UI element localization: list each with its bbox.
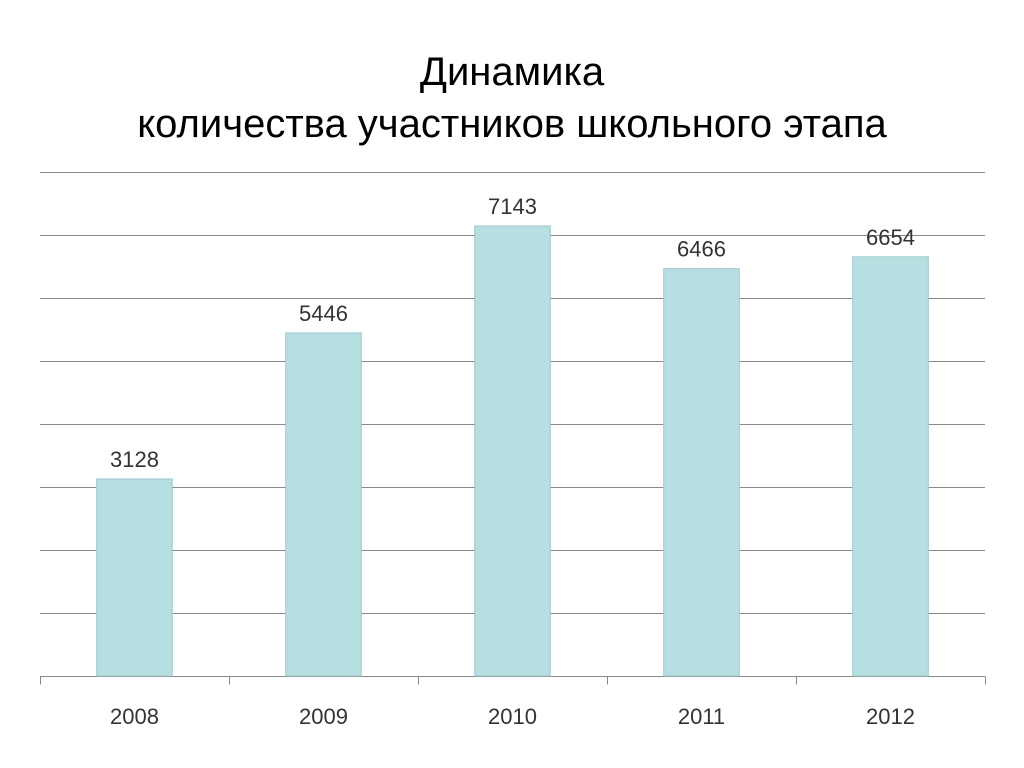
data-label: 6654 xyxy=(866,225,915,250)
bar xyxy=(663,268,740,677)
data-label: 5446 xyxy=(299,301,348,326)
data-labels: 3128 5446 7143 6466 6654 xyxy=(110,194,915,472)
chart-title: Динамика количества участников школьного… xyxy=(0,46,1024,150)
bar xyxy=(852,256,929,677)
chart-title-line-1: Динамика xyxy=(419,50,605,94)
x-tick-label: 2008 xyxy=(110,704,159,729)
data-label: 7143 xyxy=(488,194,537,219)
bars xyxy=(96,225,929,677)
bar xyxy=(96,478,173,677)
data-label: 3128 xyxy=(110,447,159,472)
x-tick-label: 2010 xyxy=(488,704,537,729)
x-tick-label: 2012 xyxy=(866,704,915,729)
x-axis xyxy=(40,676,986,685)
bar xyxy=(474,225,551,677)
x-tick-label: 2009 xyxy=(299,704,348,729)
x-tick-labels: 2008 2009 2010 2011 2012 xyxy=(110,704,915,729)
x-tick-label: 2011 xyxy=(678,704,725,729)
chart-title-line-2: количества участников школьного этапа xyxy=(137,102,887,146)
bar xyxy=(285,332,362,677)
data-label: 6466 xyxy=(677,237,726,262)
